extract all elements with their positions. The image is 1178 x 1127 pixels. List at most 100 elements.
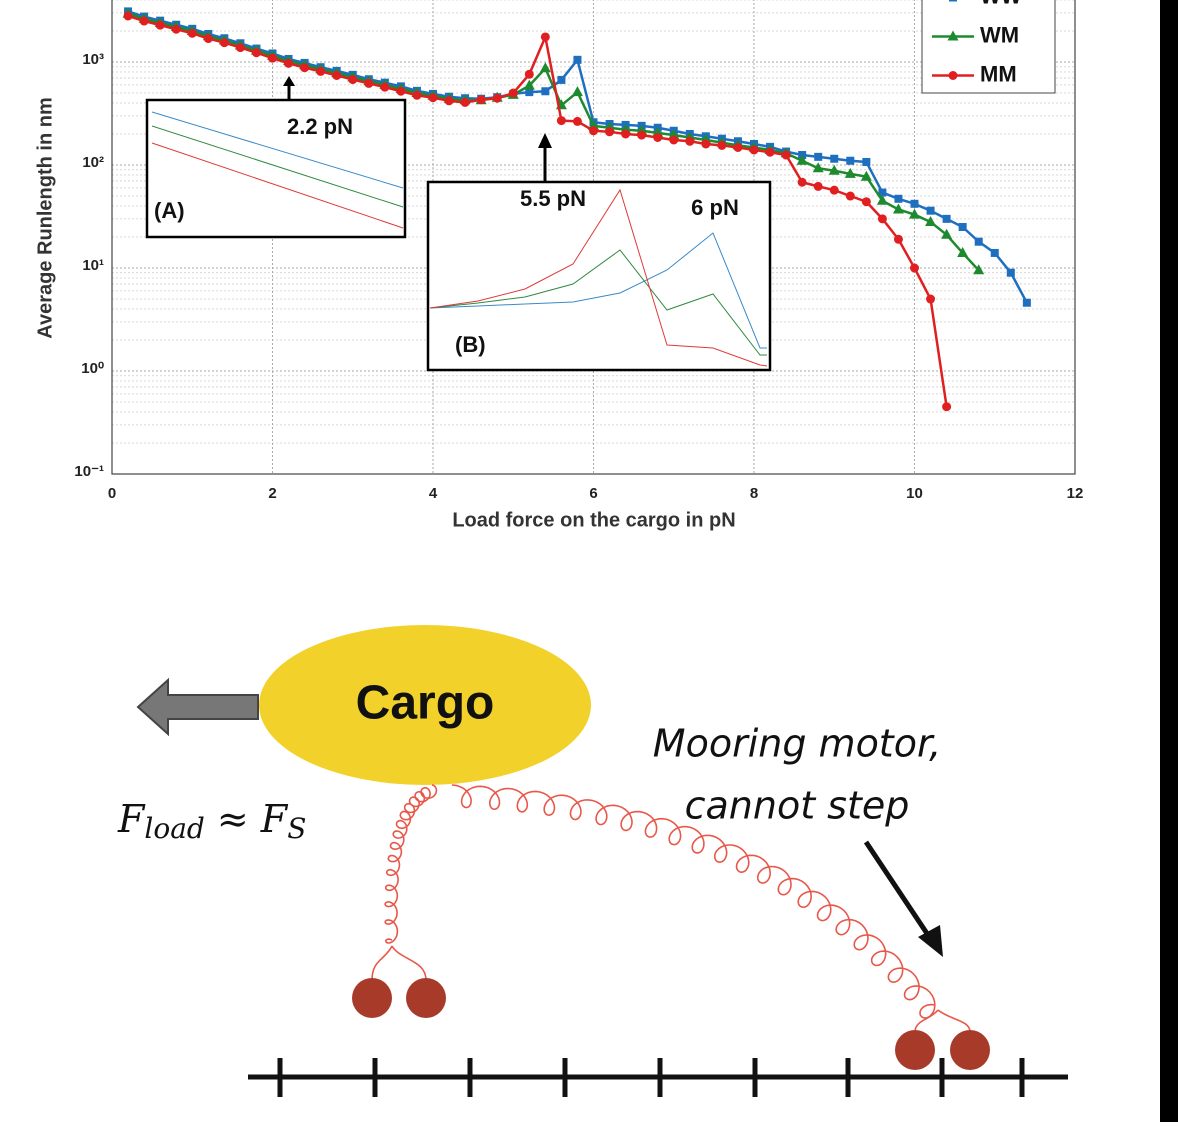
marker bbox=[812, 162, 824, 173]
marker bbox=[860, 170, 872, 181]
motor-head bbox=[895, 1030, 935, 1070]
marker bbox=[460, 97, 470, 107]
marker bbox=[539, 62, 551, 73]
cargo-label: Cargo bbox=[356, 677, 495, 730]
marker bbox=[541, 87, 550, 96]
annotation: cannot step bbox=[685, 784, 910, 828]
inset-line bbox=[151, 111, 404, 189]
marker bbox=[428, 93, 438, 103]
marker bbox=[1006, 268, 1015, 277]
y-tick-label: 10² bbox=[82, 154, 104, 171]
arrow-head bbox=[283, 76, 295, 86]
x-tick-label: 10 bbox=[906, 485, 923, 502]
marker bbox=[845, 191, 855, 201]
marker bbox=[957, 246, 969, 257]
marker bbox=[796, 154, 808, 165]
x-tick-label: 2 bbox=[268, 485, 276, 502]
marker bbox=[1022, 298, 1031, 307]
spring bbox=[451, 784, 936, 1019]
marker bbox=[813, 181, 823, 191]
marker bbox=[909, 208, 920, 219]
inset-b bbox=[426, 180, 772, 372]
marker bbox=[942, 214, 951, 223]
y-tick-label: 10³ bbox=[82, 51, 104, 68]
marker bbox=[830, 154, 839, 163]
marker bbox=[990, 248, 999, 257]
marker bbox=[300, 63, 310, 73]
tether bbox=[371, 945, 427, 981]
marker bbox=[525, 88, 534, 97]
marker bbox=[893, 234, 903, 244]
legend-label: MM bbox=[980, 61, 1017, 86]
marker bbox=[877, 214, 887, 224]
marker bbox=[235, 43, 245, 53]
motor-head bbox=[352, 978, 392, 1018]
marker bbox=[524, 69, 534, 79]
inset-line bbox=[429, 188, 768, 367]
marker bbox=[572, 116, 582, 126]
x-tick-label: 6 bbox=[589, 485, 597, 502]
marker bbox=[846, 156, 855, 165]
marker bbox=[540, 32, 550, 42]
marker bbox=[892, 203, 904, 214]
motor-head bbox=[950, 1030, 990, 1070]
legend-label: WM bbox=[980, 22, 1019, 47]
y-tick-label: 10⁰ bbox=[81, 360, 104, 377]
force-label: Fload ≈ FS bbox=[117, 797, 306, 845]
marker bbox=[621, 129, 631, 139]
marker bbox=[316, 66, 326, 76]
marker bbox=[571, 86, 583, 97]
marker bbox=[814, 152, 823, 161]
microtubule bbox=[248, 1058, 1068, 1097]
marker bbox=[765, 147, 775, 157]
cargo bbox=[259, 625, 591, 785]
marker bbox=[829, 185, 839, 195]
symbol: F bbox=[117, 797, 146, 841]
annotation: Mooring motor, bbox=[653, 722, 941, 766]
marker bbox=[268, 53, 277, 63]
annotation: (A) bbox=[154, 198, 185, 223]
marker bbox=[653, 132, 663, 142]
marker bbox=[203, 34, 213, 44]
marker bbox=[251, 48, 261, 58]
subscript: S bbox=[287, 812, 306, 845]
marker bbox=[605, 127, 615, 137]
marker bbox=[332, 70, 342, 80]
marker bbox=[910, 263, 919, 273]
marker bbox=[523, 79, 535, 90]
annotation: 6 pN bbox=[691, 195, 739, 220]
load-arrow bbox=[136, 677, 259, 737]
marker bbox=[284, 58, 294, 68]
marker bbox=[556, 116, 566, 126]
pointer-arrow bbox=[863, 840, 933, 940]
x-tick-label: 12 bbox=[1067, 485, 1084, 502]
marker bbox=[749, 145, 759, 155]
marker bbox=[797, 177, 807, 187]
subscript: load bbox=[144, 812, 204, 845]
marker bbox=[974, 237, 983, 246]
marker bbox=[910, 199, 919, 208]
marker bbox=[557, 75, 566, 84]
marker bbox=[925, 215, 937, 226]
inset-line bbox=[429, 249, 767, 356]
marker bbox=[637, 130, 647, 140]
annotation: 2.2 pN bbox=[287, 114, 353, 139]
inset-line bbox=[429, 232, 767, 349]
marker bbox=[364, 78, 374, 88]
marker bbox=[941, 228, 953, 239]
plot-frame bbox=[111, 0, 1076, 475]
marker bbox=[844, 167, 856, 178]
series-line bbox=[127, 14, 948, 407]
marker bbox=[781, 150, 791, 160]
legend-label: WW bbox=[980, 0, 1022, 8]
x-tick-label: 8 bbox=[750, 485, 758, 502]
marker bbox=[949, 0, 957, 2]
y-tick-label: 10¹ bbox=[82, 257, 104, 274]
marker bbox=[171, 24, 181, 34]
motor-head bbox=[406, 978, 446, 1018]
marker bbox=[947, 30, 959, 41]
marker bbox=[155, 20, 165, 30]
marker bbox=[685, 136, 695, 146]
marker bbox=[733, 142, 743, 152]
